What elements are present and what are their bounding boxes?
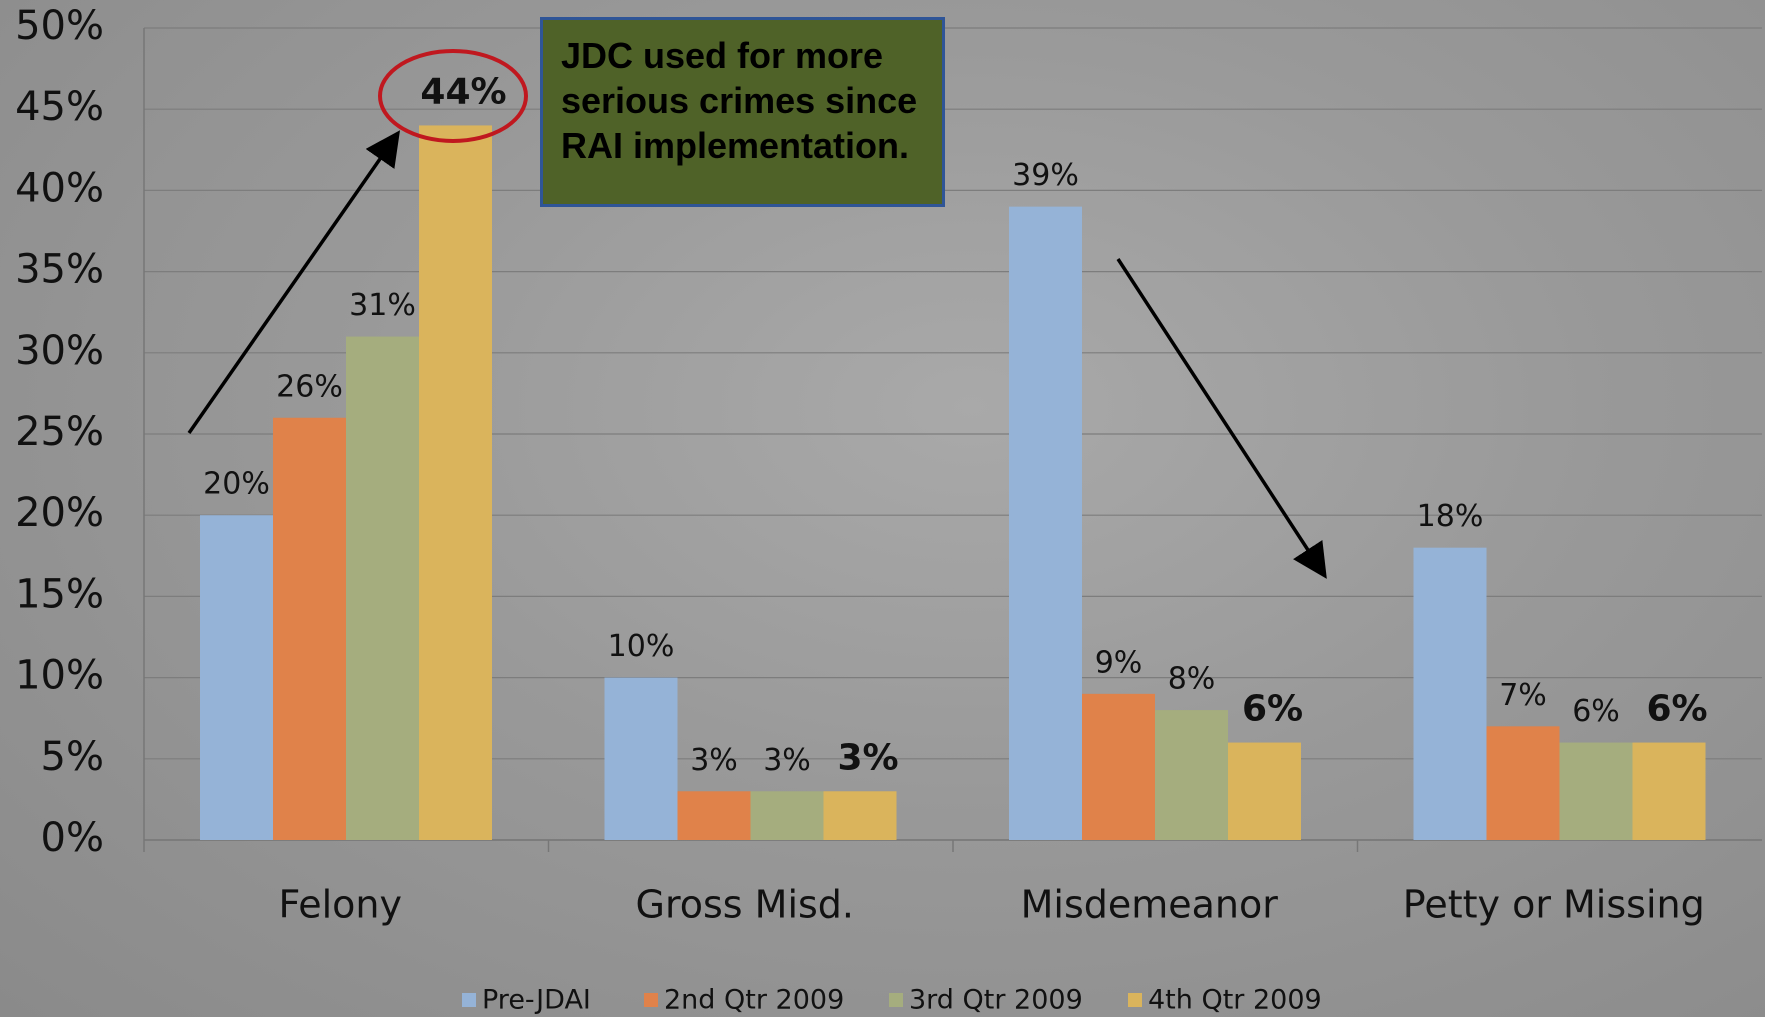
x-tick-label: Felony: [278, 883, 402, 927]
bar: [605, 678, 678, 840]
y-tick-label: 10%: [15, 653, 104, 699]
legend-label: Pre-JDAI: [482, 985, 591, 1016]
value-label: 7%: [1499, 678, 1547, 713]
bar: [1155, 710, 1228, 840]
value-label: 6%: [1646, 689, 1707, 730]
y-tick-label: 40%: [15, 165, 104, 211]
bar: [678, 791, 751, 840]
value-label: 6%: [1572, 694, 1620, 729]
annotation: JDC used for more serious crimes since R…: [540, 17, 945, 207]
bar: [1009, 207, 1082, 840]
bar: [751, 791, 824, 840]
bar: [824, 791, 897, 840]
bar: [1560, 743, 1633, 840]
value-label: 3%: [837, 737, 898, 778]
value-label: 9%: [1095, 645, 1143, 680]
bar: [200, 515, 273, 840]
y-tick-label: 0%: [41, 815, 104, 861]
y-tick-label: 15%: [15, 571, 104, 617]
legend-label: 4th Qtr 2009: [1148, 985, 1322, 1016]
value-label: 44%: [420, 71, 506, 112]
bar: [273, 418, 346, 840]
page: 0% 5% 10% 15% 20% 25% 30% 35% 40% 45% 50% Felony Gro…: [0, 0, 1765, 1017]
value-label: 26%: [276, 369, 343, 404]
bar: [1633, 743, 1706, 840]
x-tick-label: Petty or Missing: [1403, 883, 1705, 927]
y-tick-label: 30%: [15, 328, 104, 374]
value-label: 3%: [763, 743, 811, 778]
legend-label: 2nd Qtr 2009: [664, 985, 844, 1016]
bar: [346, 337, 419, 840]
legend-label: 3rd Qtr 2009: [909, 985, 1083, 1016]
value-label: 10%: [608, 629, 675, 664]
legend-swatch: [644, 993, 658, 1007]
value-label: 6%: [1242, 689, 1303, 730]
trend-arrow: [1118, 259, 1323, 573]
value-label: 39%: [1012, 158, 1079, 193]
value-label: 3%: [690, 743, 738, 778]
value-label: 18%: [1417, 499, 1484, 534]
y-tick-label: 50%: [15, 3, 104, 49]
bar: [419, 125, 492, 840]
value-label: 31%: [349, 288, 416, 323]
x-tick-label: Misdemeanor: [1021, 883, 1279, 927]
legend-swatch: [1128, 993, 1142, 1007]
y-tick-label: 45%: [15, 84, 104, 130]
y-tick-label: 20%: [15, 490, 104, 536]
value-label: 8%: [1168, 662, 1216, 697]
y-tick-label: 25%: [15, 409, 104, 455]
legend-swatch: [889, 993, 903, 1007]
bar: [1487, 726, 1560, 840]
y-tick-label: 35%: [15, 247, 104, 293]
bar: [1228, 743, 1301, 840]
bar: [1414, 548, 1487, 840]
legend-swatch: [462, 993, 476, 1007]
y-tick-label: 5%: [41, 734, 104, 780]
bar: [1082, 694, 1155, 840]
value-label: 20%: [203, 467, 270, 502]
x-tick-label: Gross Misd.: [636, 883, 855, 927]
